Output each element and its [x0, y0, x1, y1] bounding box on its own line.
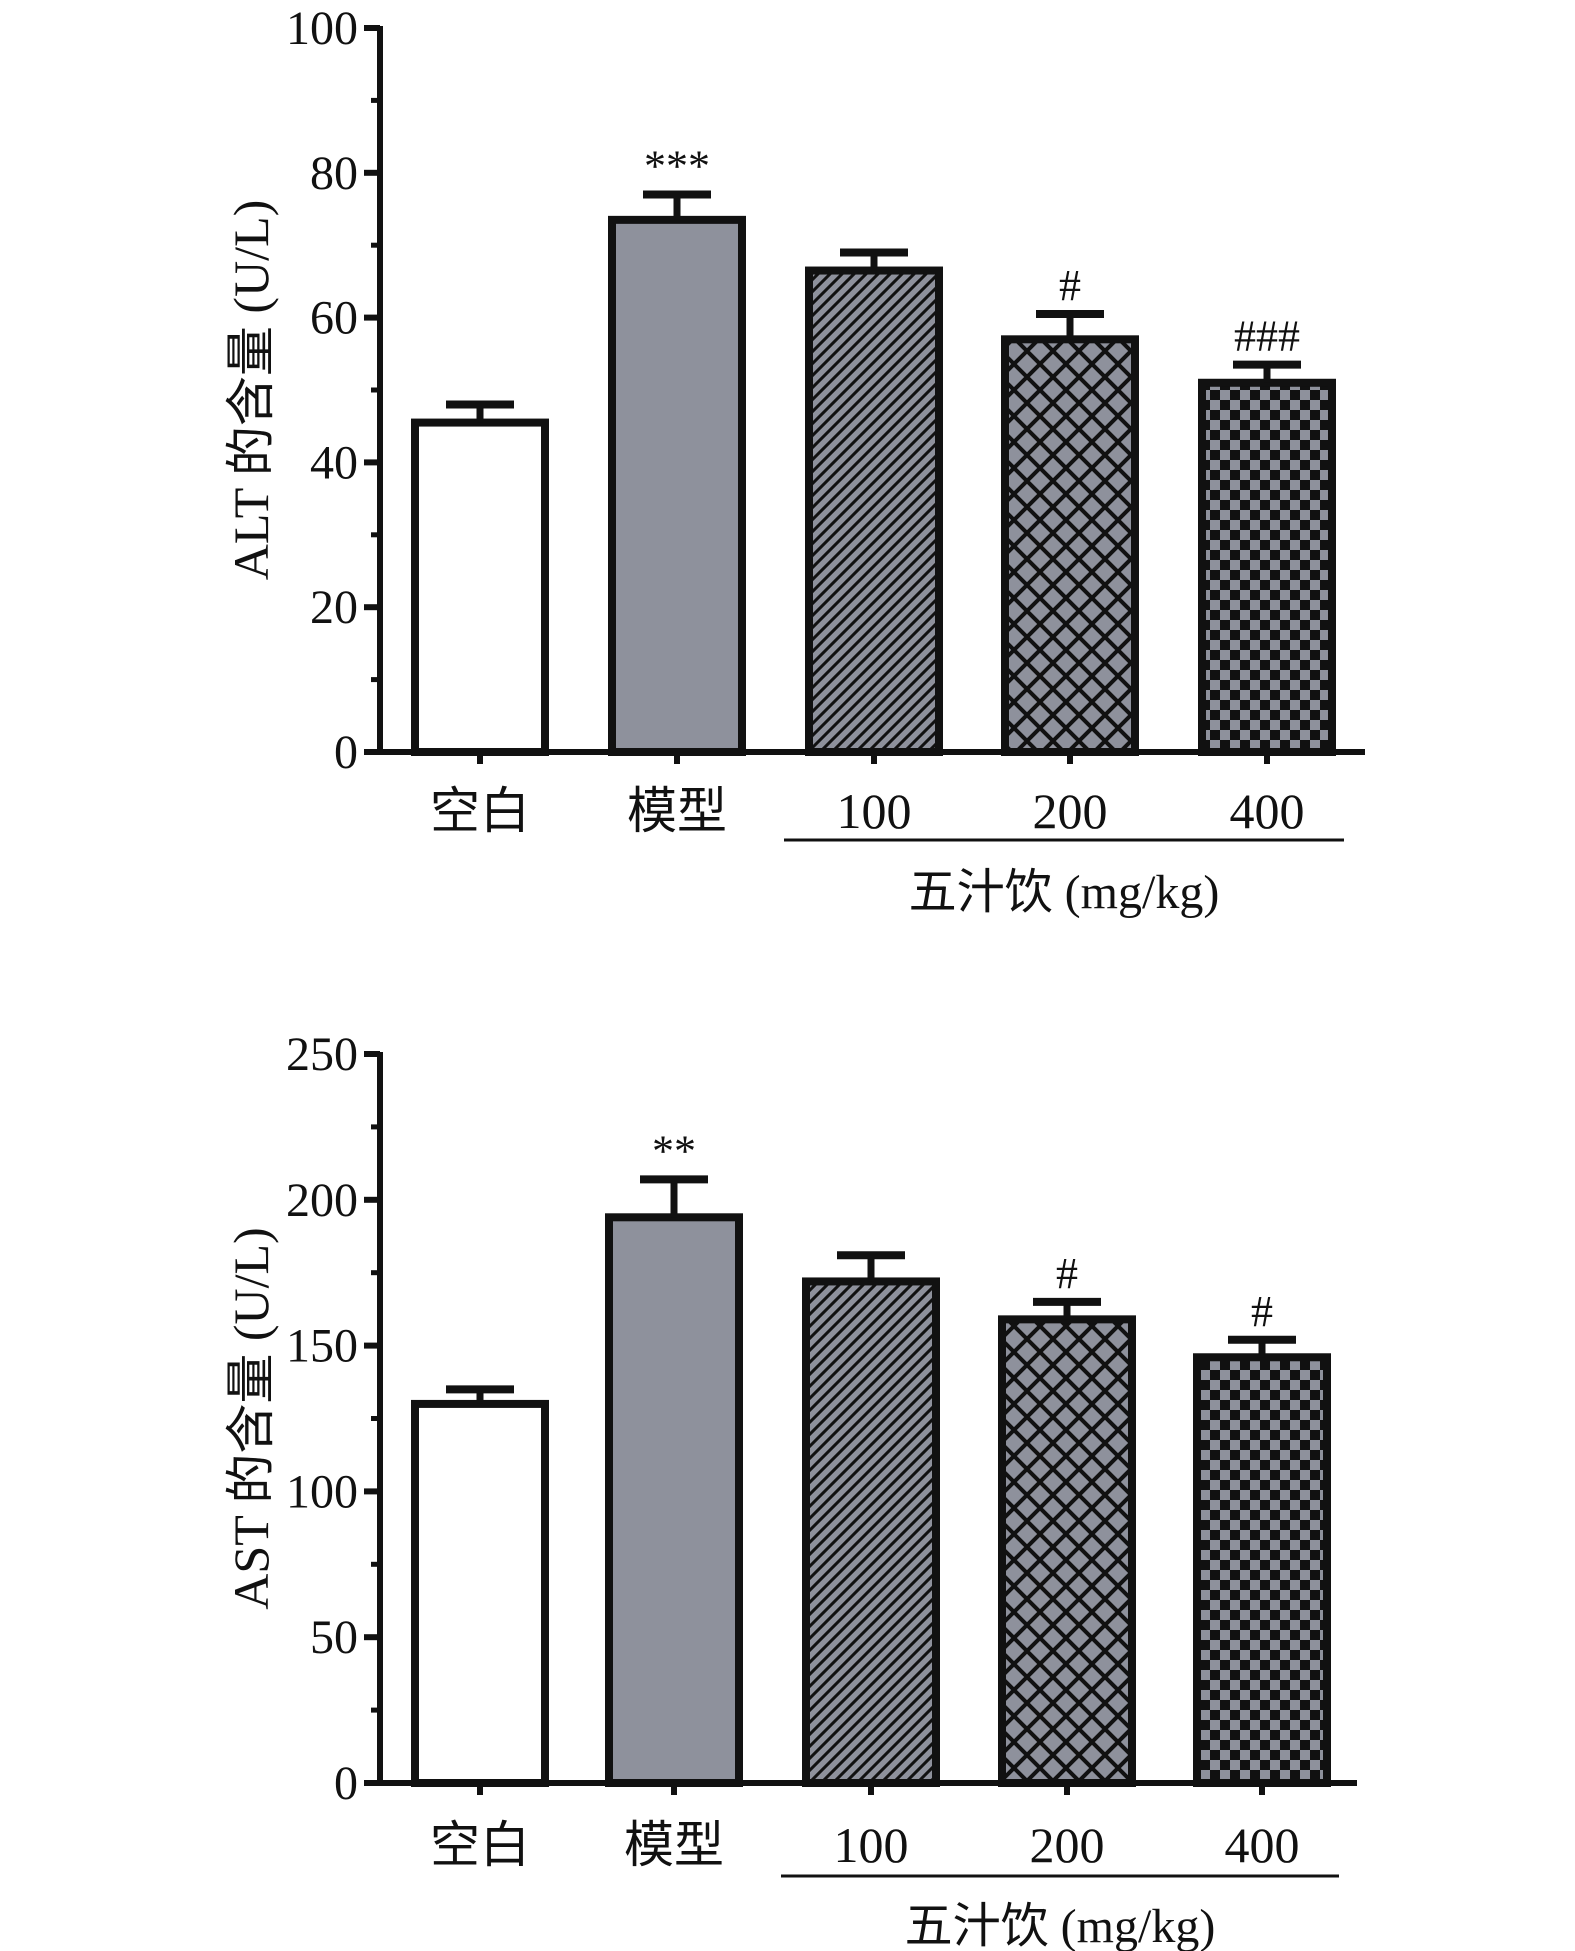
y-tick-label-ast-1: 50 — [310, 1611, 358, 1664]
y-tick-label-ast-5: 250 — [286, 1028, 358, 1081]
y-tick-label-ast-0: 0 — [334, 1757, 358, 1810]
y-axis-label-ast: AST 的含量 (U/L) — [223, 1227, 279, 1609]
significance-label-ast-4: # — [1251, 1287, 1273, 1336]
bar-ast-4 — [1193, 1353, 1331, 1788]
bar-alt-2 — [805, 266, 943, 756]
category-label-alt-3: 200 — [1033, 783, 1108, 839]
significance-label-alt-4: ### — [1234, 312, 1300, 361]
significance-label-alt-3: # — [1059, 261, 1081, 310]
bar-alt-1 — [608, 215, 746, 757]
y-tick-label-alt-2: 40 — [310, 436, 358, 489]
y-tick-label-alt-0: 0 — [334, 726, 358, 779]
category-label-ast-1: 模型 — [624, 1817, 724, 1873]
category-label-ast-4: 400 — [1225, 1817, 1300, 1873]
group-label-ast: 五汁饮 (mg/kg) — [905, 1900, 1216, 1951]
y-tick-label-alt-3: 60 — [310, 292, 358, 345]
bar-alt-4 — [1198, 378, 1336, 756]
y-tick-label-ast-3: 150 — [286, 1320, 358, 1373]
y-tick-label-ast-2: 100 — [286, 1465, 358, 1518]
y-tick-label-alt-5: 100 — [286, 2, 358, 55]
y-tick-label-alt-1: 20 — [310, 581, 358, 634]
y-axis-label-alt: ALT 的含量 (U/L) — [223, 200, 279, 581]
category-label-alt-0: 空白 — [430, 783, 530, 839]
significance-label-ast-3: # — [1056, 1249, 1078, 1298]
bar-alt-0 — [411, 418, 549, 756]
significance-label-alt-1: *** — [644, 142, 710, 191]
bar-ast-1 — [605, 1213, 743, 1787]
bar-ast-2 — [802, 1277, 940, 1787]
bar-alt-3 — [1001, 335, 1139, 756]
alt-chart-panel: 空白 *** 模型 100 #200 ### 400 0 20 40 60 80 100 ALT 的含量 … — [223, 2, 1365, 919]
category-label-ast-3: 200 — [1030, 1817, 1105, 1873]
category-label-alt-1: 模型 — [627, 783, 727, 839]
y-tick-label-ast-4: 200 — [286, 1174, 358, 1227]
group-label-alt: 五汁饮 (mg/kg) — [909, 866, 1220, 919]
significance-label-ast-1: ** — [652, 1126, 696, 1175]
bar-ast-0 — [411, 1399, 549, 1788]
category-label-ast-2: 100 — [834, 1817, 909, 1873]
category-label-alt-2: 100 — [837, 783, 912, 839]
category-label-ast-0: 空白 — [430, 1817, 530, 1873]
y-tick-label-alt-4: 80 — [310, 147, 358, 200]
category-label-alt-4: 400 — [1230, 783, 1305, 839]
ast-chart-panel: 空白 ** 模型 100 #200 #400 0 50 100 150 200 250 AST 的含量 … — [223, 1028, 1357, 1951]
bar-ast-3 — [998, 1315, 1136, 1787]
